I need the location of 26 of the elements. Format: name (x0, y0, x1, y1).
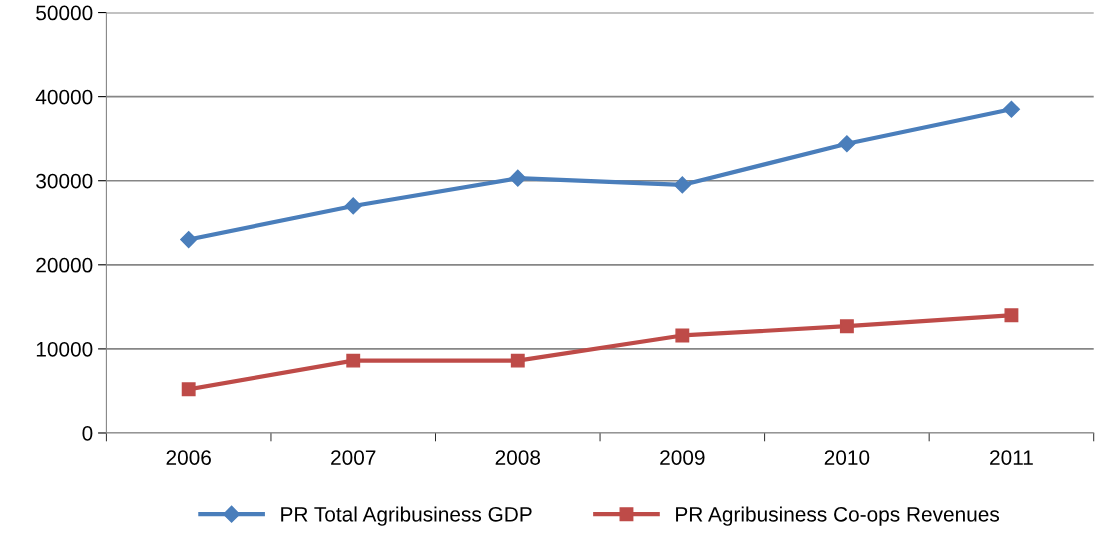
point (180, 231, 198, 249)
point (344, 197, 362, 215)
point (509, 169, 527, 187)
point (673, 176, 691, 194)
point (510, 353, 525, 368)
point (675, 328, 690, 343)
legend-label: PR Agribusiness Co-ops Revenues (676, 506, 1000, 526)
y-tick-label: 10000 (36, 341, 93, 357)
x-tick-label: 2006 (166, 450, 211, 465)
x-tick-label: 2008 (495, 450, 541, 465)
legend-label: PR Total Agribusiness GDP (281, 506, 532, 526)
y-tick-label: 20000 (36, 257, 93, 273)
y-tick-label: 30000 (36, 173, 93, 189)
point (839, 319, 854, 334)
point (838, 135, 856, 153)
y-tick-label: 0 (82, 425, 93, 441)
point (1004, 308, 1019, 323)
x-tick-label: 2009 (660, 450, 705, 465)
x-tick-label: 2011 (990, 450, 1033, 465)
y-tick-label: 50000 (36, 5, 93, 21)
point (346, 353, 361, 368)
x-tick-label: 2007 (331, 450, 376, 465)
x-tick-label: 2010 (824, 450, 870, 465)
point (181, 382, 196, 397)
point (1002, 100, 1020, 118)
y-tick-label: 40000 (35, 89, 93, 105)
